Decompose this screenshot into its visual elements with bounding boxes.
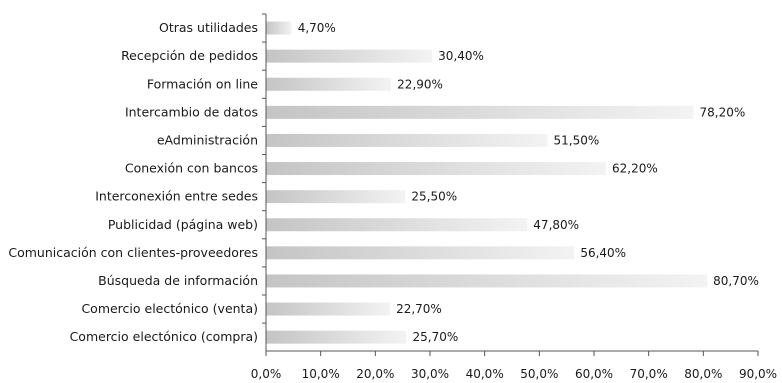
x-tick-label: 40,0% — [466, 367, 504, 381]
category-label: eAdministración — [157, 132, 258, 147]
bar — [266, 190, 406, 204]
axes: 0,0% 10,0% 20,0% 30,0% 40,0% 50,0% 60,0% 70,0% 8… — [251, 13, 777, 381]
x-tick-label: 60,0% — [575, 367, 613, 381]
bar — [266, 302, 391, 316]
value-labels: 4,70% 30,40% 22,90% 78,20% 51,50% 62,20% 25,50… — [298, 21, 759, 344]
bar — [266, 274, 708, 288]
data-label: 25,70% — [412, 330, 458, 344]
data-label: 47,80% — [533, 218, 579, 232]
bar — [266, 162, 607, 176]
bar — [266, 77, 392, 91]
bar — [266, 49, 433, 63]
x-tick-label: 90,0% — [739, 367, 777, 381]
category-label: Formación on line — [147, 76, 258, 91]
category-label: Comercio electónico (compra) — [70, 329, 258, 344]
bar — [266, 330, 407, 344]
data-label: 80,70% — [713, 274, 759, 288]
x-tick-label: 30,0% — [411, 367, 449, 381]
data-label: 4,70% — [298, 21, 336, 35]
category-label: Comunicación con clientes-proveedores — [8, 245, 258, 260]
bar — [266, 105, 694, 119]
category-label: Publicidad (página web) — [108, 217, 258, 232]
bar — [266, 218, 528, 232]
bar — [266, 21, 292, 35]
x-tick-label: 20,0% — [356, 367, 394, 381]
data-label: 22,70% — [396, 302, 442, 316]
category-labels: Otras utilidades Recepción de pedidos Form… — [8, 20, 258, 344]
bar — [266, 246, 575, 260]
data-label: 62,20% — [612, 162, 658, 176]
data-label: 22,90% — [397, 77, 443, 91]
category-label: Conexión con bancos — [125, 161, 258, 176]
x-tick-label: 80,0% — [684, 367, 722, 381]
x-tick-label: 0,0% — [251, 367, 282, 381]
data-label: 51,50% — [554, 133, 600, 147]
x-tick-label: 10,0% — [302, 367, 340, 381]
data-label: 78,20% — [699, 105, 745, 119]
category-label: Comercio electónico (venta) — [81, 301, 258, 316]
category-label: Búsqueda de información — [98, 273, 258, 288]
category-label: Recepción de pedidos — [121, 48, 258, 63]
data-label: 56,40% — [580, 246, 626, 260]
data-label: 30,40% — [438, 49, 484, 63]
category-label: Otras utilidades — [159, 20, 258, 35]
data-label: 25,50% — [411, 190, 457, 204]
bars-group — [266, 21, 708, 344]
bar — [266, 133, 548, 147]
category-label: Intercambio de datos — [125, 104, 258, 119]
x-tick-label: 50,0% — [520, 367, 558, 381]
category-label: Interconexión entre sedes — [95, 189, 258, 204]
x-tick-label: 70,0% — [630, 367, 668, 381]
